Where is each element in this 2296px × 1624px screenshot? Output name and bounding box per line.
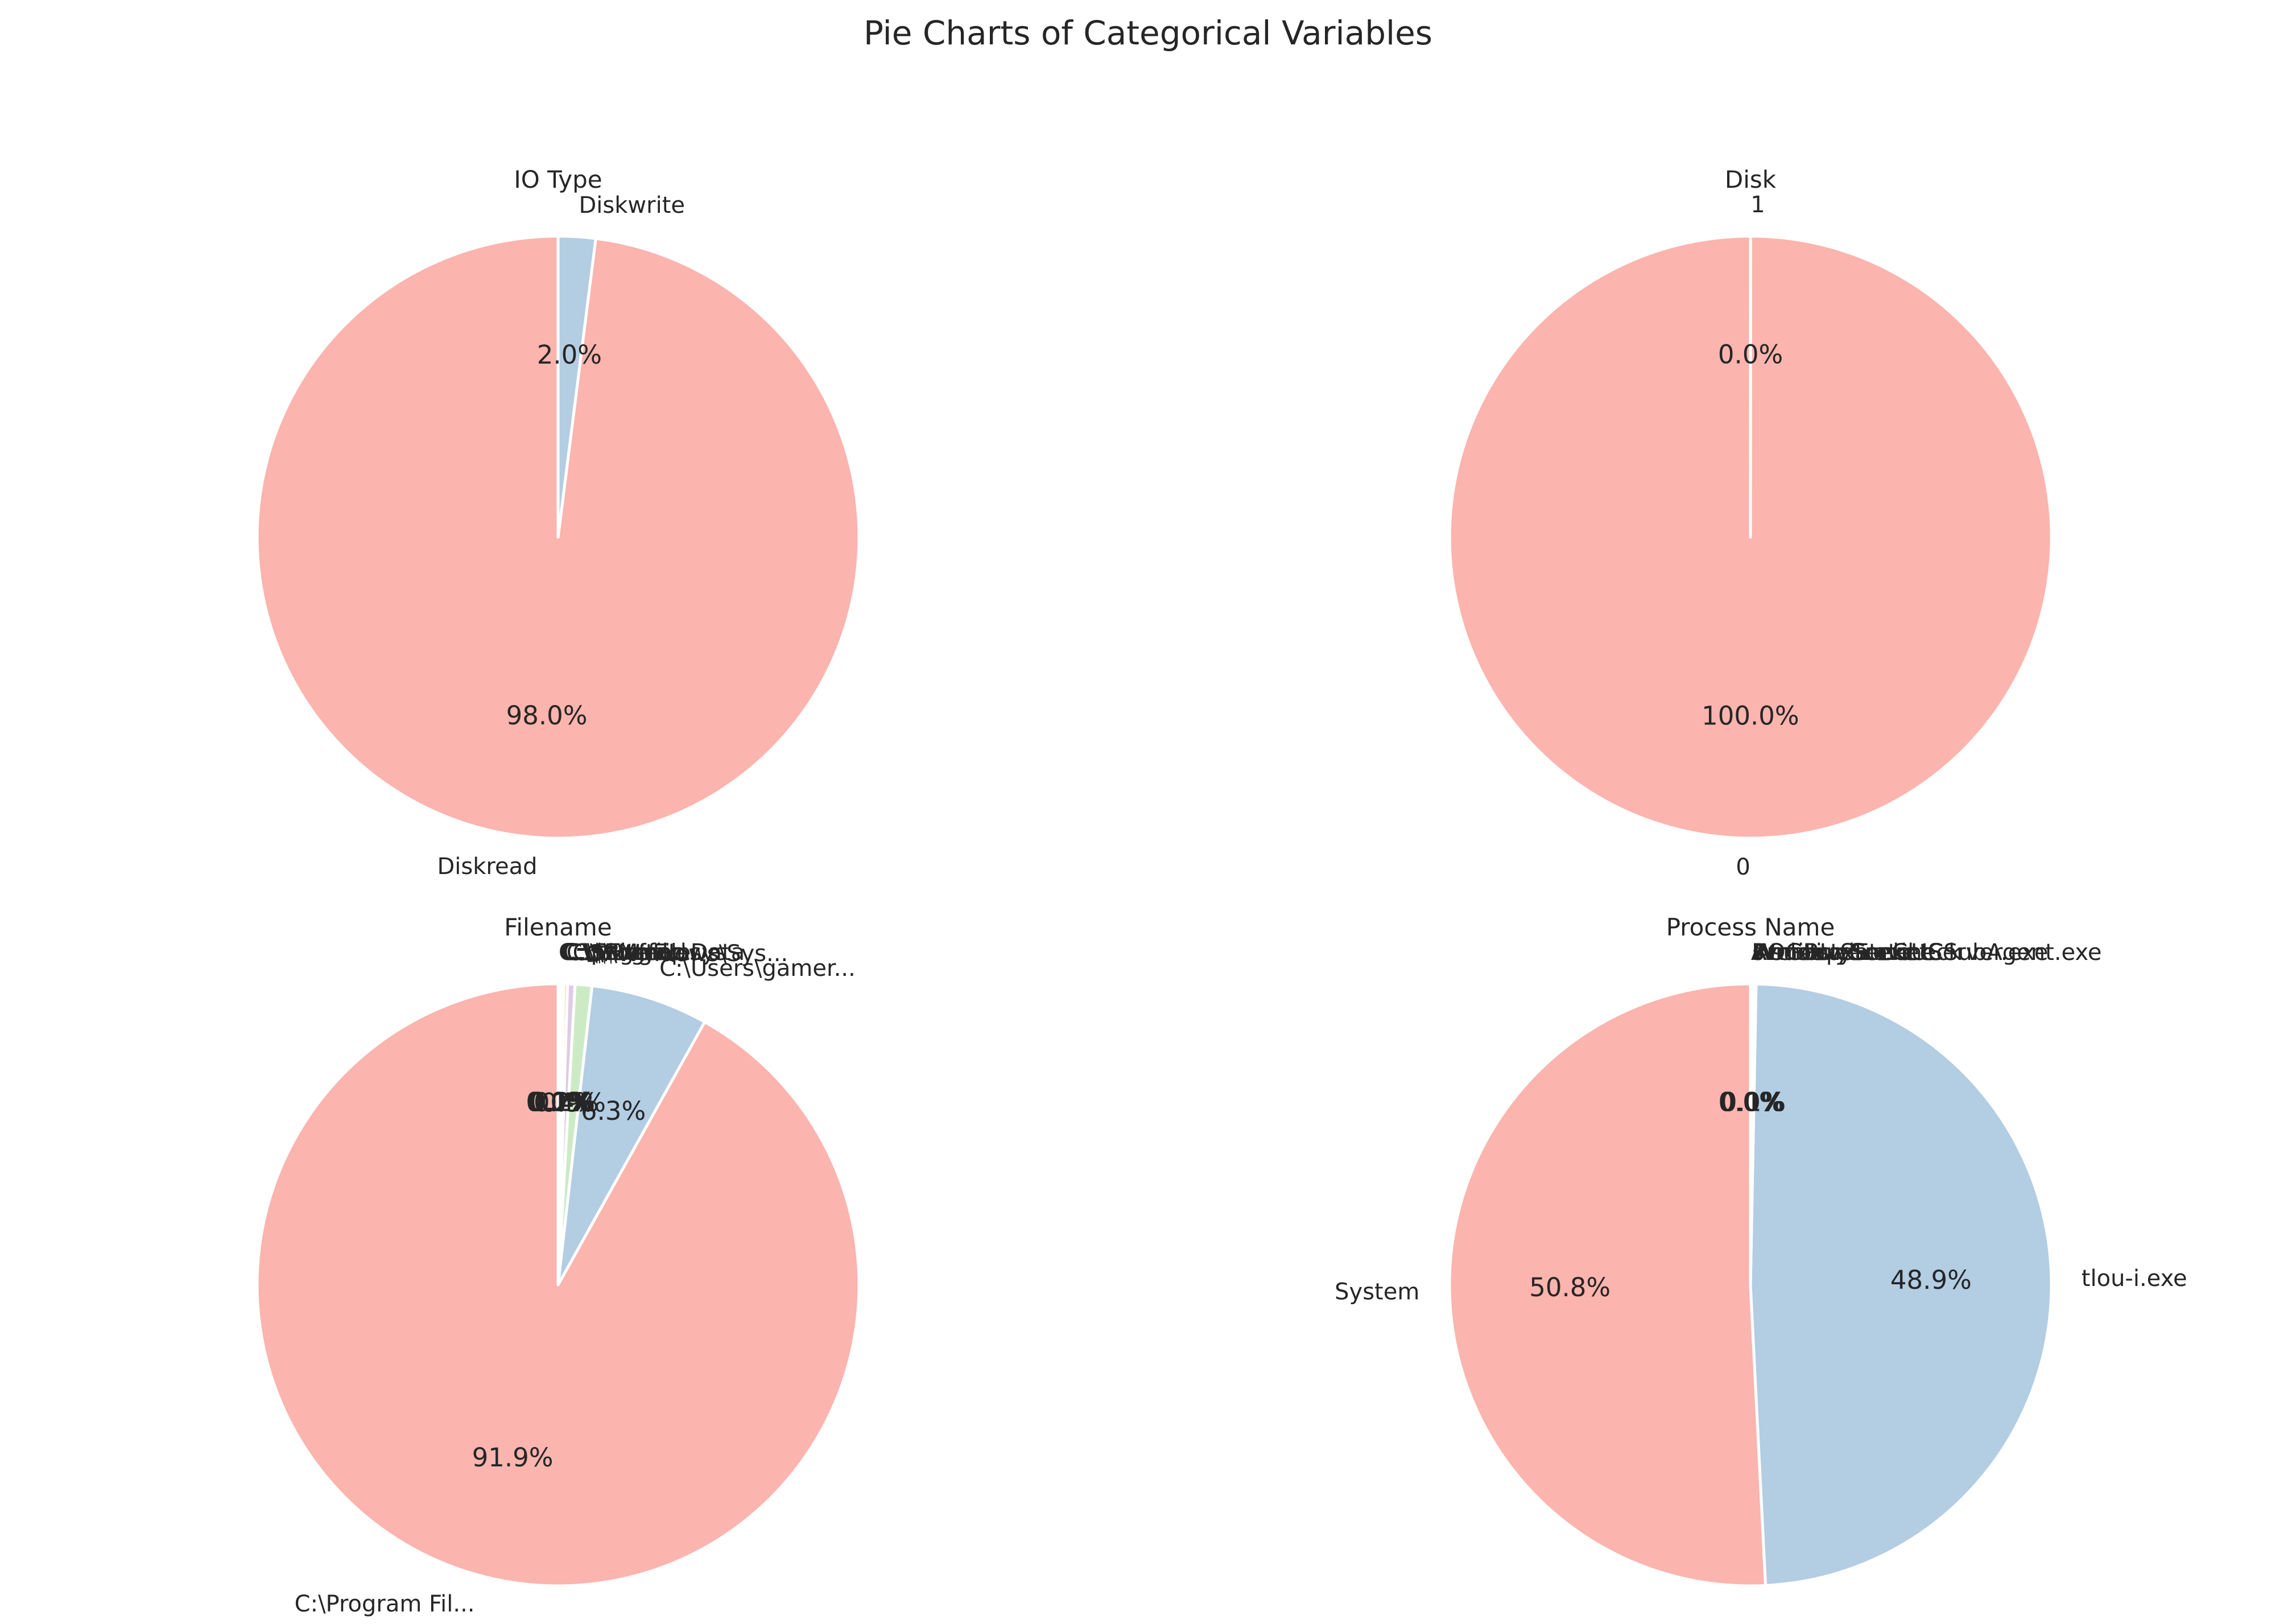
slice-percent-label: 0.4% [534,1087,598,1118]
pie-slice-diskwrite [556,234,597,539]
slice-label: C:\$Extend [561,939,687,966]
pie-labels: System 50.8% tlou-i.exe 48.9% AsusUpdateChec… [1335,939,2187,1305]
slice-percent-label: 0.1% [527,1087,592,1118]
slice-label: C:\Users\gamer... [659,955,856,982]
slice-percent-label: 0.0% [526,1087,591,1118]
pie-chart-title: Process Name [1666,913,1835,941]
pie-chart-title: Disk [1725,166,1777,193]
slice-label: svchost.exe [1752,939,1887,966]
slice-percent-label: 91.9% [472,1442,554,1473]
slice-label: WmiPrvSE.exe [1753,939,1917,966]
slice-percent-label: 0.0% [1719,1087,1784,1118]
slice-label: AsusUpdateCheck [1756,939,1962,966]
slice-label: 0 [1736,854,1750,880]
slice-label: C:\Windows\Sys... [586,941,788,967]
pie-chart-title: IO Type [514,166,602,193]
slice-percent-label: 100.0% [1702,700,1799,731]
slice-label: C:\$Bitmap [559,939,686,966]
slice-percent-label: 0.9% [541,1088,606,1118]
slice-label: ROGLiveService [1752,939,1934,966]
slice-label: C:\ProgramData [563,939,745,966]
pie-labels: C:\Program Fil... 91.9% C:\Users\gamer... 6… [295,939,856,1617]
pie-wedges [1448,982,2053,1588]
pie-wedges [1448,234,2053,840]
pie-wedges [255,234,861,840]
slice-percent-label: 0.1% [1721,1087,1786,1118]
slice-percent-label: 2.0% [537,340,602,370]
pie-slice-c-bitmap [556,982,561,1287]
pie-charts: IO TypeDiskread98.0%Diskwrite2.0%Disk010… [255,166,2187,1617]
pie-chart-filename: Filename C:\Program Fil... 91.9% C:\Users\g… [255,913,861,1617]
slice-percent-label: 0.0% [526,1087,590,1118]
slice-label: System [1335,1279,1419,1305]
slice-label: Diskwrite [579,192,685,219]
slice-label: C:\Program Fil... [295,1591,475,1617]
slice-label: C:\pagefile.sys [560,939,727,966]
slice-percent-label: 0.0% [1719,1087,1784,1118]
slice-label: C:\$Mft [573,940,655,966]
pie-chart-disk: Disk 0 100.0% 1 0.0% [1448,166,2053,880]
slice-percent-label: 0.0% [1718,1087,1783,1118]
slice-percent-label: 98.0% [506,700,588,731]
pie-slice-armourycrateucsubagent-exe [1749,982,1753,1287]
slice-percent-label: 0.0% [1719,1087,1783,1118]
pie-slice-c-users-gamer [556,984,707,1287]
slice-label: ArmouryCrateUCSubAgent.exe [1751,939,2102,966]
slice-percent-label: 0.2% [530,1087,595,1118]
slice-percent-label: 0.1% [528,1087,593,1118]
pie-chart-title: Filename [504,913,612,941]
slice-percent-label: 0.0% [1720,1087,1785,1118]
slice-label: tlou-i.exe [2082,1266,2187,1292]
slice-label: 1 [1750,192,1765,218]
pie-chart-io-type: IO Type Diskread 98.0% Diskwrite 2.0% [255,166,861,880]
slice-label: C:\$LogFile [567,939,691,966]
slice-percent-label: 50.8% [1529,1272,1610,1303]
slice-label: ArmourySocketServer.exe [1754,939,2048,966]
slice-percent-label: 0.0% [1718,340,1783,370]
pie-labels: 0 100.0% 1 0.0% [1702,192,1799,880]
pie-slice-system [1448,982,1768,1588]
pie-labels: Diskread 98.0% Diskwrite 2.0% [437,192,685,880]
slice-percent-label: 48.9% [1890,1265,1972,1295]
slice-percent-label: 6.3% [581,1096,646,1126]
pie-chart-process-name: Process Name System 50.8% tlou-i.exe 48.9% As… [1335,913,2187,1588]
figure-title: Pie Charts of Categorical Variables [864,14,1432,52]
pie-wedges [255,982,861,1588]
slice-label: Diskread [437,854,538,880]
pie-slice-tlou-i-exe [1749,982,2053,1587]
